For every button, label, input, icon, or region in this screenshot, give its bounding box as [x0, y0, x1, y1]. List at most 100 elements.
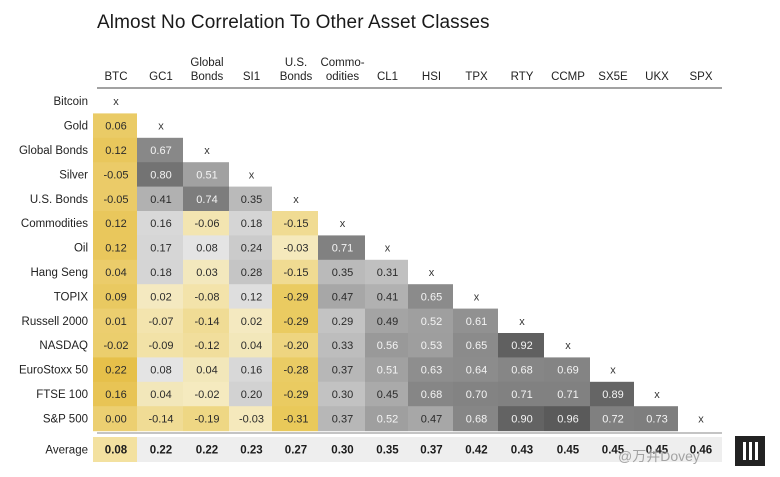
row-label: Global Bonds: [19, 145, 88, 157]
watermark-text: @万井Dovey: [618, 448, 700, 464]
diagonal-mark: x: [519, 316, 525, 328]
column-header: odities: [326, 71, 359, 83]
cell-value: -0.08: [194, 291, 219, 303]
column-header: SX5E: [598, 71, 628, 83]
cell-value: 0.47: [421, 413, 442, 425]
cell-value: -0.20: [283, 340, 308, 352]
cell-value: 0.04: [241, 340, 262, 352]
average-cell: [408, 437, 453, 462]
cell-value: 0.71: [511, 389, 532, 401]
heatmap-cell: [137, 186, 183, 212]
heatmap-cell: [229, 357, 272, 383]
column-headers: BTC GC1 Global Bonds SI1 U.S. Bonds Commo-oditi…: [105, 57, 713, 83]
cell-value: 0.28: [241, 267, 262, 279]
heatmap-cell: [365, 308, 408, 334]
cell-value: 0.41: [377, 291, 398, 303]
column-header: GC1: [149, 71, 173, 83]
average-value: 0.23: [240, 445, 262, 457]
diagonal-mark: x: [204, 145, 210, 157]
diagonal-mark: x: [385, 243, 391, 255]
diagonal-mark: x: [474, 291, 480, 303]
heatmap-cell: [229, 381, 272, 407]
logo-icon: [735, 436, 765, 466]
heatmap-cell: [272, 357, 318, 383]
heatmap-cell: [453, 357, 498, 383]
cell-value: 0.71: [557, 389, 578, 401]
cell-value: -0.14: [194, 316, 219, 328]
cell-value: 0.35: [241, 194, 262, 206]
cell-value: 0.00: [105, 413, 126, 425]
average-cell: [272, 437, 318, 462]
heatmap-cell: [365, 333, 408, 358]
average-value: 0.37: [420, 445, 442, 457]
heatmap-cell: [318, 284, 365, 310]
column-header: UKX: [645, 71, 669, 83]
column-header: Global: [190, 57, 223, 69]
heatmap-cell: [137, 235, 183, 261]
cell-value: 0.16: [150, 218, 171, 230]
cell-value: -0.05: [103, 169, 128, 181]
average-value: 0.22: [150, 445, 172, 457]
row-label: U.S. Bonds: [30, 194, 88, 206]
heatmap-cell: [498, 381, 544, 407]
cell-value: 0.12: [241, 291, 262, 303]
heatmap-cell: [408, 333, 453, 358]
row-label: Hang Seng: [30, 267, 88, 279]
heatmap-cell: [183, 162, 229, 188]
heatmap-cell: [137, 284, 183, 310]
heatmap-cell: [183, 357, 229, 383]
cell-values: x 0.06 x 0.12 0.67 x -0.05 0.80 0.51 x -0.05 0.41 0.…: [103, 96, 704, 425]
average-value: 0.35: [376, 445, 399, 457]
heatmap-cell: [229, 259, 272, 285]
cell-value: 0.56: [377, 340, 398, 352]
cell-value: -0.28: [283, 365, 308, 377]
cell-value: -0.14: [148, 413, 173, 425]
column-header: Commo-: [320, 57, 364, 69]
average-cell: [318, 437, 365, 462]
heatmap-cell: [183, 211, 229, 236]
heatmap-cell: [93, 211, 137, 236]
average-row: 0.08 0.22 0.22 0.23 0.27 0.30 0.35 0.37 0.42 0.43…: [93, 437, 722, 462]
heatmap-cell: [408, 406, 453, 432]
cell-value: 0.03: [196, 267, 217, 279]
cell-value: 0.68: [421, 389, 442, 401]
cell-value: 0.47: [332, 291, 353, 303]
average-value: 0.45: [557, 445, 580, 457]
heatmap-cell: [137, 137, 183, 163]
column-header: RTY: [511, 71, 534, 83]
heatmap-cell: [544, 357, 590, 383]
heatmap-cell: [137, 381, 183, 407]
heatmap-cell: [183, 259, 229, 285]
heatmap-cell: [183, 186, 229, 212]
cell-value: -0.15: [283, 218, 308, 230]
column-header: Bonds: [191, 71, 224, 83]
average-value: 0.46: [690, 445, 712, 457]
average-value: 0.45: [602, 445, 625, 457]
cell-value: -0.03: [239, 413, 264, 425]
row-label: FTSE 100: [36, 389, 88, 401]
heatmap-cell: [365, 259, 408, 285]
cell-value: 0.69: [557, 365, 578, 377]
cell-value: 0.22: [105, 365, 126, 377]
cell-value: 0.18: [150, 267, 171, 279]
diagonal-mark: x: [565, 340, 571, 352]
heatmap-cell: [137, 162, 183, 188]
heatmap-cell: [318, 235, 365, 261]
heatmap-cell: [93, 186, 137, 212]
average-cell: [365, 437, 408, 462]
cell-value: 0.41: [150, 194, 171, 206]
heatmap-cell: [137, 406, 183, 432]
heatmap-cell: [137, 259, 183, 285]
average-value: 0.22: [196, 445, 218, 457]
diagonal-mark: x: [429, 267, 435, 279]
cell-value: 0.12: [105, 218, 126, 230]
cell-value: 0.06: [105, 121, 126, 133]
heatmap-cell: [137, 308, 183, 334]
heatmap-cell: [365, 381, 408, 407]
cell-value: 0.49: [377, 316, 398, 328]
cell-value: -0.31: [283, 413, 308, 425]
average-value: 0.27: [285, 445, 307, 457]
heatmap-cell: [590, 381, 634, 407]
heatmap-cell: [498, 357, 544, 383]
row-label: TOPIX: [54, 291, 89, 303]
